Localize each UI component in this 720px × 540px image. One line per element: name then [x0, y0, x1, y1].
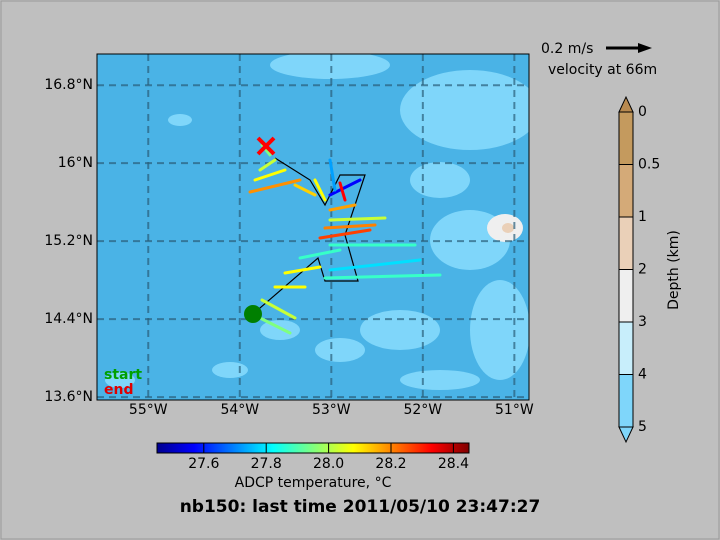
colorbar-segment [619, 112, 633, 165]
scale-label: 0.2 m/s [541, 41, 593, 57]
y-tick-label: 16°N [58, 155, 93, 171]
y-tick-label: 15.2°N [44, 233, 93, 249]
x-tick-label: 55°W [129, 402, 168, 418]
x-tick-label: 54°W [220, 402, 259, 418]
colorbar-tick-label: 1 [638, 209, 647, 225]
title: nb150: last time 2011/05/10 23:47:27 [180, 497, 541, 517]
colorbar-tick-label: 28.0 [313, 456, 344, 472]
map-area [97, 54, 529, 400]
colorbar-segment [619, 322, 633, 375]
colorbar-tick-label: 2 [638, 262, 647, 278]
start-marker [244, 305, 262, 323]
colorbar-tick-label: 27.8 [251, 456, 282, 472]
scale-note: velocity at 66m [548, 62, 657, 78]
depth-colorbar [618, 95, 634, 444]
start-label: start [104, 367, 142, 383]
y-tick-label: 14.4°N [44, 311, 93, 327]
colorbar-tick-label: 4 [638, 367, 647, 383]
temperature-colorbar-label: ADCP temperature, °C [235, 475, 392, 491]
colorbar-tick-label: 0.5 [638, 157, 660, 173]
colorbar-segment [619, 164, 633, 217]
scale-arrow-head [638, 43, 652, 53]
colorbar-tick-label: 27.6 [188, 456, 219, 472]
end-label: end [104, 382, 133, 398]
x-tick-label: 53°W [312, 402, 351, 418]
shoal [502, 223, 514, 233]
y-tick-label: 16.8°N [44, 77, 93, 93]
velocity-arrows [248, 143, 442, 335]
colorbar-segment [619, 269, 633, 322]
x-tick-label: 51°W [495, 402, 534, 418]
colorbar-segment [619, 217, 633, 270]
colorbar-segment [619, 374, 633, 427]
colorbar-tick-label: 3 [638, 314, 647, 330]
colorbar-tick-label: 0 [638, 104, 647, 120]
y-tick-label: 13.6°N [44, 389, 93, 405]
depth-colorbar-label: Depth (km) [666, 230, 682, 310]
colorbar-tick-label: 28.4 [438, 456, 469, 472]
temperature-colorbar [156, 442, 470, 454]
shallow-patches [105, 54, 529, 390]
map-frame [96, 53, 530, 401]
colorbar-tick-label: 5 [638, 419, 647, 435]
colorbar-tick-label: 28.2 [375, 456, 406, 472]
x-tick-label: 52°W [403, 402, 442, 418]
end-marker [256, 136, 276, 156]
